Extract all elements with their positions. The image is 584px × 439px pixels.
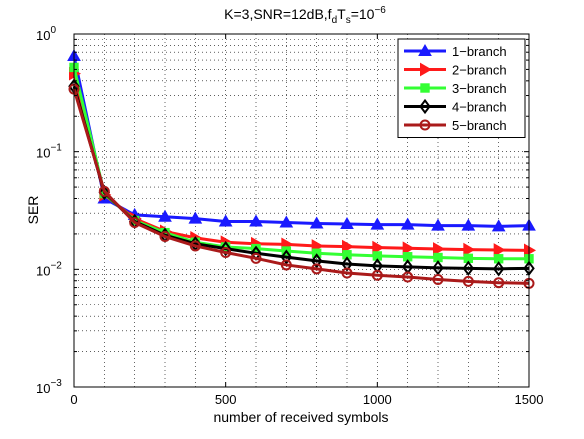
legend-label: 2−branch (452, 63, 507, 78)
plot-frame (73, 33, 530, 388)
legend-item: 1−branch (404, 43, 507, 59)
data-point (341, 256, 353, 272)
legend-item: 5−branch (404, 118, 507, 133)
x-tick-label: 0 (70, 392, 77, 407)
series-line (72, 67, 529, 261)
data-point (371, 269, 383, 281)
x-tick-label: 1500 (515, 392, 544, 407)
data-point (159, 231, 171, 243)
data-point (341, 267, 353, 279)
data-point (98, 184, 111, 201)
data-point (461, 218, 476, 231)
data-point (402, 271, 414, 283)
data-point (158, 209, 172, 222)
data-point (218, 214, 233, 227)
legend-item: 3−branch (404, 81, 507, 96)
data-point (463, 242, 476, 257)
data-point (400, 217, 415, 230)
data-point (310, 253, 323, 269)
data-point (420, 62, 433, 77)
legend-item: 4−branch (404, 98, 507, 115)
data-point (340, 216, 354, 229)
data-point (402, 241, 415, 256)
legend-label: 3−branch (452, 81, 507, 96)
tick-labels: 0 500 1000 1500 100 10−1 10−2 10−3 (36, 25, 543, 407)
tick-marks (73, 34, 530, 387)
series-layer (67, 49, 537, 289)
series-line (72, 88, 530, 285)
data-point (462, 260, 475, 276)
series-1-branch (67, 49, 536, 232)
data-point (462, 275, 474, 287)
y-tick-label: 10−2 (36, 260, 62, 278)
data-point (189, 240, 201, 252)
y-tick-label: 10−1 (36, 143, 62, 161)
data-point (279, 215, 294, 228)
y-tick-label: 100 (36, 25, 56, 43)
legend-label: 4−branch (452, 100, 507, 115)
data-point (431, 218, 445, 231)
data-point (249, 214, 263, 227)
data-point (219, 240, 232, 257)
data-point (250, 252, 262, 264)
data-point (371, 258, 384, 274)
data-point (432, 273, 444, 285)
data-point (524, 243, 537, 258)
data-point (372, 240, 385, 255)
legend: 1−branch 2−branch 3−branch 4−branch 5−branch (397, 38, 526, 138)
data-point (129, 217, 141, 229)
data-point (418, 43, 432, 56)
data-point (370, 217, 385, 230)
data-point (491, 219, 506, 232)
data-point (433, 242, 446, 256)
legend-label: 1−branch (452, 44, 507, 59)
data-point (280, 259, 292, 271)
data-point (419, 119, 431, 131)
data-point (220, 247, 232, 259)
legend-item: 2−branch (404, 63, 507, 78)
x-tick-label: 500 (215, 392, 237, 407)
data-point (342, 239, 355, 254)
series-line (72, 55, 530, 228)
data-point (493, 277, 505, 289)
y-tick-label: 10−3 (36, 378, 62, 396)
data-point (432, 260, 444, 276)
data-point (309, 216, 324, 229)
data-point (493, 243, 506, 257)
y-axis-label: SER (25, 196, 41, 225)
x-axis-label: number of received symbols (213, 409, 388, 425)
data-point (98, 185, 110, 197)
data-point (419, 98, 431, 115)
data-point (420, 83, 430, 93)
chart-title: K=3,SNR=12dB,fdTs=10−6 (224, 5, 386, 26)
data-point (188, 211, 203, 224)
legend-label: 5−branch (452, 118, 507, 133)
data-point (311, 263, 323, 275)
data-point (492, 261, 505, 277)
x-tick-label: 1000 (363, 392, 392, 407)
data-point (280, 249, 293, 265)
